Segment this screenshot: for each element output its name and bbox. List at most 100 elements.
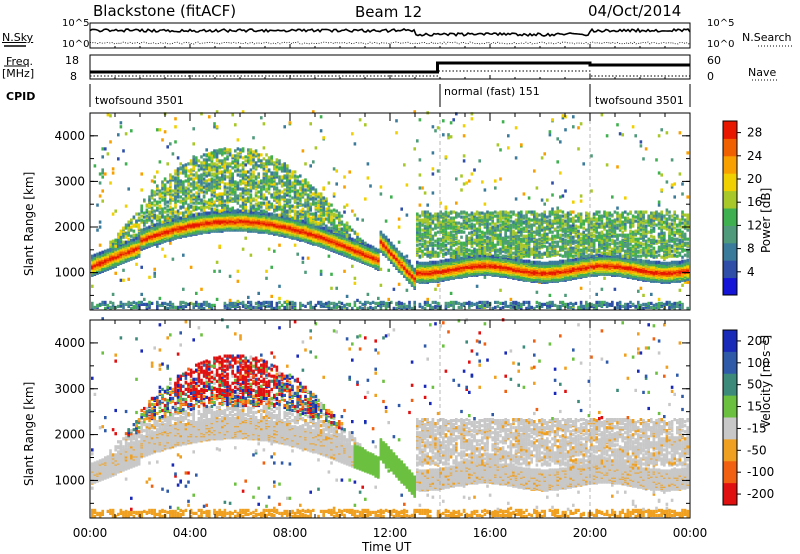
heatmap-cell bbox=[254, 301, 258, 305]
heatmap-cell bbox=[312, 192, 315, 196]
heatmap-cell bbox=[278, 175, 281, 179]
heatmap-cell bbox=[247, 170, 250, 174]
heatmap-cell bbox=[309, 197, 312, 201]
heatmap-cell bbox=[171, 257, 175, 261]
heatmap-cell bbox=[348, 233, 351, 237]
heatmap-cell bbox=[169, 211, 172, 215]
heatmap-cell bbox=[145, 203, 149, 207]
heatmap-cell bbox=[140, 207, 143, 211]
heatmap-cell bbox=[301, 179, 305, 183]
heatmap-cell bbox=[174, 305, 177, 309]
heatmap-cell bbox=[283, 305, 286, 309]
heatmap-cell bbox=[174, 183, 177, 187]
heatmap-cell bbox=[189, 159, 193, 163]
heatmap-cell bbox=[335, 302, 338, 306]
heatmap-cell bbox=[270, 171, 273, 175]
heatmap-cell bbox=[330, 286, 333, 290]
heatmap-cell bbox=[369, 244, 372, 248]
heatmap-cell bbox=[273, 187, 276, 191]
heatmap-cell bbox=[280, 190, 284, 194]
heatmap-cell bbox=[166, 204, 169, 208]
heatmap-cell bbox=[135, 224, 138, 228]
heatmap-cell bbox=[426, 203, 429, 207]
heatmap-cell bbox=[215, 297, 219, 301]
heatmap-cell bbox=[101, 189, 104, 193]
heatmap-cell bbox=[174, 117, 177, 121]
heatmap-cell bbox=[213, 194, 216, 198]
heatmap-cell bbox=[252, 150, 255, 154]
heatmap-cell bbox=[431, 305, 435, 309]
heatmap-cell bbox=[140, 188, 143, 192]
heatmap-cell bbox=[197, 164, 201, 168]
heatmap-cell bbox=[140, 265, 143, 269]
heatmap-cell bbox=[161, 220, 164, 224]
heatmap-cell bbox=[202, 199, 206, 203]
heatmap-cell bbox=[192, 213, 195, 217]
heatmap-cell bbox=[215, 125, 219, 129]
heatmap-cell bbox=[169, 300, 172, 304]
heatmap-cell bbox=[335, 224, 338, 228]
heatmap-cell bbox=[244, 186, 247, 190]
heatmap-cell bbox=[275, 195, 279, 199]
heatmap-cell bbox=[158, 204, 162, 208]
heatmap-cell bbox=[244, 303, 247, 307]
heatmap-cell bbox=[195, 195, 198, 199]
heatmap-cell bbox=[127, 237, 130, 241]
heatmap-cell bbox=[353, 238, 357, 242]
heatmap-cell bbox=[278, 213, 281, 217]
heatmap-cell bbox=[176, 195, 180, 199]
heatmap-cell bbox=[205, 300, 208, 304]
heatmap-cell bbox=[252, 136, 255, 140]
heatmap-cell bbox=[319, 272, 323, 276]
heatmap-cell bbox=[161, 209, 164, 213]
heatmap-cell bbox=[101, 147, 104, 151]
heatmap-cell bbox=[322, 302, 325, 306]
heatmap-cell bbox=[293, 205, 297, 209]
heatmap-cell bbox=[221, 159, 224, 163]
heatmap-cell bbox=[312, 212, 315, 216]
noise-tick-right-top: 10^5 bbox=[707, 18, 735, 29]
heatmap-cell bbox=[426, 297, 429, 301]
heatmap-cell bbox=[288, 169, 292, 173]
heatmap-cell bbox=[400, 301, 403, 305]
heatmap-cell bbox=[353, 281, 357, 285]
heatmap-cell bbox=[210, 207, 214, 211]
heatmap-cell bbox=[135, 304, 138, 308]
heatmap-cell bbox=[145, 214, 149, 218]
heatmap-cell bbox=[286, 198, 289, 202]
heatmap-cell bbox=[130, 129, 133, 133]
heatmap-cell bbox=[278, 305, 281, 309]
heatmap-cell bbox=[374, 301, 377, 305]
heatmap-cell bbox=[377, 301, 380, 305]
heatmap-cell bbox=[267, 168, 271, 172]
heatmap-cell bbox=[208, 198, 211, 202]
heatmap-cell bbox=[369, 301, 372, 305]
heatmap-cell bbox=[101, 300, 104, 304]
power-heatmap bbox=[91, 110, 689, 310]
heatmap-cell bbox=[249, 253, 253, 257]
heatmap-cell bbox=[299, 174, 302, 178]
heatmap-cell bbox=[293, 301, 297, 305]
heatmap-cell bbox=[257, 303, 260, 307]
heatmap-cell bbox=[161, 182, 164, 186]
heatmap-cell bbox=[187, 302, 190, 306]
heatmap-cell bbox=[278, 300, 281, 304]
heatmap-cell bbox=[431, 191, 435, 195]
heatmap-cell bbox=[247, 295, 250, 299]
heatmap-cell bbox=[312, 186, 315, 190]
heatmap-cell bbox=[104, 302, 107, 306]
heatmap-cell bbox=[429, 221, 432, 225]
heatmap-cell bbox=[213, 207, 216, 211]
heatmap-cell bbox=[421, 228, 424, 232]
heatmap-cell bbox=[234, 301, 237, 305]
heatmap-cell bbox=[213, 149, 216, 153]
heatmap-cell bbox=[192, 205, 195, 209]
heatmap-cell bbox=[301, 207, 305, 211]
heatmap-cell bbox=[218, 170, 221, 174]
heatmap-cell bbox=[431, 234, 435, 238]
cpid-label: CPID bbox=[6, 90, 36, 103]
heatmap-cell bbox=[343, 303, 346, 307]
heatmap-cell bbox=[236, 194, 240, 198]
heatmap-cell bbox=[156, 128, 159, 132]
heatmap-cell bbox=[322, 196, 325, 200]
